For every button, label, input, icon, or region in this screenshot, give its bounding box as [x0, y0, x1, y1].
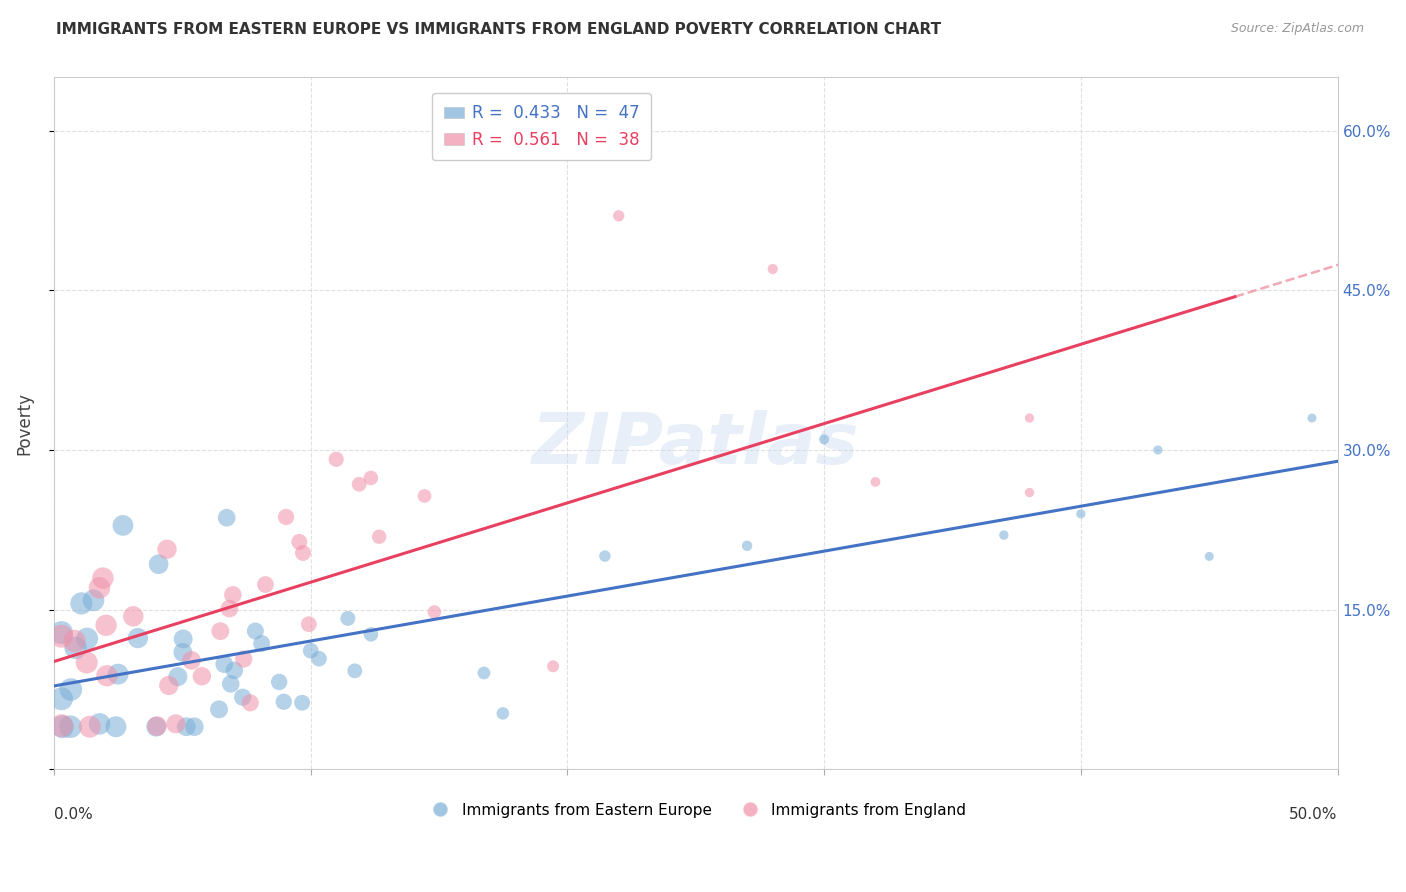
Point [104, 720, 127, 734]
Point [1018, 411, 1040, 425]
Point [145, 720, 167, 734]
Point [273, 695, 295, 709]
Point [172, 645, 194, 659]
Point [219, 677, 242, 691]
Point [180, 653, 202, 667]
Point [51, 691, 73, 706]
Point [122, 609, 145, 624]
Point [865, 475, 887, 489]
Point [63, 634, 86, 648]
Text: ZIPatlas: ZIPatlas [531, 409, 859, 479]
Point [232, 690, 254, 705]
Text: IMMIGRANTS FROM EASTERN EUROPE VS IMMIGRANTS FROM ENGLAND POVERTY CORRELATION CH: IMMIGRANTS FROM EASTERN EUROPE VS IMMIGR… [56, 22, 942, 37]
Point [157, 678, 180, 692]
Point [308, 651, 330, 665]
Point [59, 720, 82, 734]
Point [360, 471, 382, 485]
Point [127, 631, 149, 645]
Point [191, 669, 214, 683]
Point [343, 664, 366, 678]
Point [299, 643, 322, 657]
Point [165, 717, 187, 731]
Point [51, 719, 73, 733]
Point [65, 640, 87, 655]
Point [541, 659, 564, 673]
Point [215, 510, 238, 524]
Point [993, 528, 1015, 542]
Point [239, 696, 262, 710]
Point [336, 611, 359, 625]
Text: 0.0%: 0.0% [53, 807, 93, 822]
Point [492, 706, 515, 721]
Point [250, 636, 273, 650]
Legend: Immigrants from Eastern Europe, Immigrants from England: Immigrants from Eastern Europe, Immigran… [419, 797, 973, 824]
Point [209, 624, 232, 639]
Point [291, 696, 314, 710]
Point [91, 571, 114, 585]
Point [762, 262, 785, 277]
Point [89, 716, 111, 731]
Point [96, 669, 118, 683]
Point [51, 720, 73, 734]
Point [208, 702, 231, 716]
Point [1147, 442, 1170, 457]
Point [111, 518, 134, 533]
Point [1018, 485, 1040, 500]
Point [167, 670, 190, 684]
Point [183, 720, 205, 734]
Point [224, 664, 246, 678]
Point [232, 652, 254, 666]
Point [76, 656, 98, 670]
Point [593, 549, 616, 563]
Point [735, 539, 758, 553]
Point [107, 667, 129, 681]
Point [51, 625, 73, 640]
Point [1070, 507, 1092, 521]
Y-axis label: Poverty: Poverty [15, 392, 32, 455]
Point [368, 530, 391, 544]
Point [94, 618, 117, 632]
Text: 50.0%: 50.0% [1289, 807, 1337, 822]
Point [360, 627, 382, 641]
Point [212, 657, 235, 672]
Point [83, 593, 105, 607]
Point [51, 629, 73, 643]
Point [288, 535, 311, 549]
Point [222, 588, 245, 602]
Point [148, 558, 170, 572]
Point [172, 632, 194, 646]
Point [59, 682, 82, 697]
Point [146, 719, 169, 733]
Point [76, 632, 98, 646]
Point [813, 433, 835, 447]
Point [70, 596, 93, 610]
Point [218, 601, 240, 615]
Point [291, 546, 314, 560]
Point [413, 489, 436, 503]
Text: Source: ZipAtlas.com: Source: ZipAtlas.com [1230, 22, 1364, 36]
Point [254, 577, 277, 591]
Point [79, 720, 101, 734]
Point [1301, 411, 1323, 425]
Point [176, 720, 198, 734]
Point [298, 617, 321, 632]
Point [423, 605, 446, 619]
Point [347, 477, 370, 491]
Point [156, 542, 179, 557]
Point [325, 452, 347, 467]
Point [89, 581, 111, 595]
Point [607, 209, 630, 223]
Point [1198, 549, 1220, 564]
Point [472, 665, 495, 680]
Point [269, 675, 291, 690]
Point [245, 624, 267, 638]
Point [274, 510, 297, 524]
